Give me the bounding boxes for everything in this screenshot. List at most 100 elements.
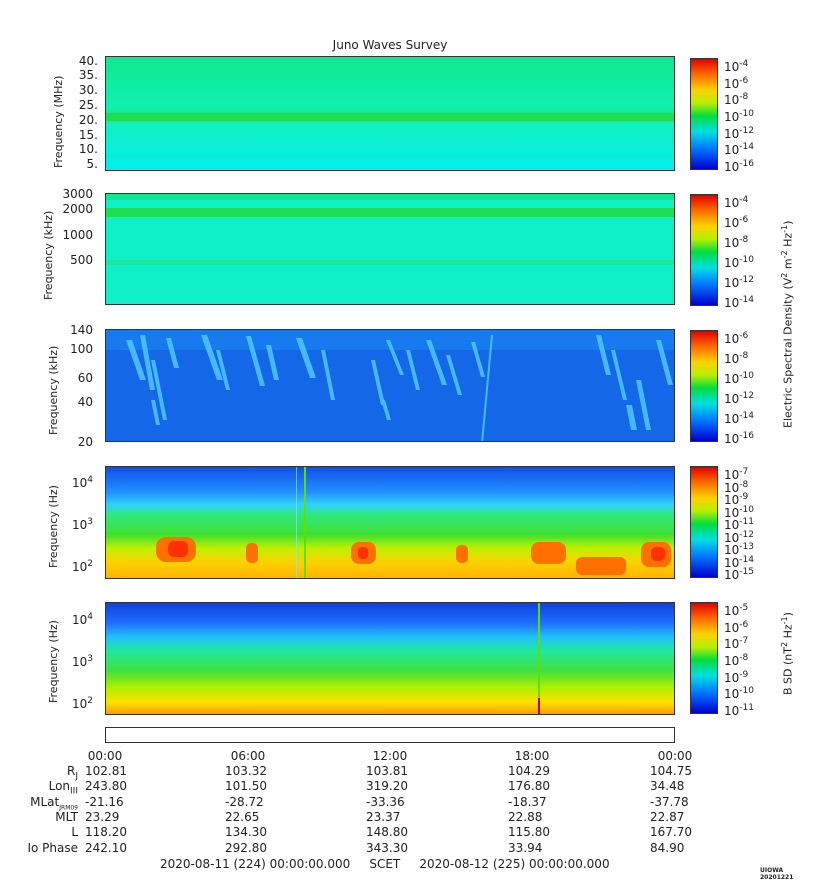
ytick: 40. [78,54,98,68]
ephemeris-value: -18.37 [508,794,547,809]
spectrogram-hz-electric [106,467,674,578]
colorbar-tick: 10-6 [724,75,749,91]
ephemeris-value: 104.75 [650,764,692,778]
version-stamp: UIOWA 20201221 [760,867,794,880]
ephemeris-label: RJ [67,764,78,782]
colorbar-tick: 10-9 [724,492,749,507]
colorbar-tick: 10-14 [724,411,754,426]
colorbar-tick: 10-13 [724,542,754,557]
ytick: 3000 [62,187,93,201]
colorbar-tick: 10-6 [724,215,749,230]
ephemeris-value: 148.80 [366,825,408,840]
colorbar-tick: 10-16 [724,431,754,446]
colorbar-3 [690,330,718,442]
ephemeris-value: 22.88 [508,809,543,824]
ytick: 102 [71,559,93,574]
colorbar-tick: 10-5 [724,603,749,618]
ephemeris-value: 103.81 [366,764,408,778]
colorbar-tick: 10-10 [724,255,754,270]
ephemeris-value: -28.72 [225,794,264,809]
panel-hz-magnetic [105,602,675,715]
ephemeris-value: -21.16 [85,794,124,809]
footer-time-range: 2020-08-11 (224) 00:00:00.000 SCET 2020-… [160,857,610,871]
footer-mid: SCET [369,857,401,871]
ytick: 103 [71,654,93,669]
ytick: 20. [78,113,98,127]
ephemeris-label: MLT [55,809,78,824]
ephemeris-value: 167.70 [650,825,692,840]
spectrogram-khz-low [106,330,674,441]
colorbar-4 [690,466,718,578]
ytick: 104 [71,612,93,627]
time-label: 06:00 [230,749,266,763]
ephemeris-value: 34.48 [650,779,685,794]
colorbar-tick: 10-4 [724,59,749,74]
panel-khz-high [105,193,675,305]
ylabel-khz-low: Frequency (kHz) [47,345,60,435]
ephemeris-value: 115.80 [508,825,550,840]
ephemeris-value: 101.50 [225,779,267,794]
time-label: 12:00 [372,749,408,763]
ytick: 100 [70,342,93,356]
ytick: 60 [77,371,93,385]
ytick: 35. [78,68,98,82]
ephemeris-value: -33.36 [366,794,405,809]
ytick: 25. [78,98,98,112]
colorbar-tick: 10-8 [724,653,749,668]
ephemeris-value: 33.94 [508,840,543,855]
colorbar-tick: 10-14 [724,142,754,158]
time-label: 00:00 [87,749,123,763]
ytick: 10. [78,142,98,156]
ephemeris-value: 292.80 [225,840,267,855]
ephemeris-value: 22.65 [225,809,260,824]
ytick: 40 [77,395,93,409]
colorbar-tick: 10-16 [724,159,754,174]
ephemeris-value: 243.80 [85,779,127,794]
colorbar-5 [690,602,718,714]
colorbar-tick: 10-10 [724,686,754,702]
colorbar-tick: 10-15 [724,567,754,582]
colorbar-label-electric: Electric Spectral Density (V2 m-2 Hz-1) [780,220,795,428]
ephemeris-value: 23.37 [366,809,401,824]
footer-start: 2020-08-11 (224) 00:00:00.000 [160,857,351,871]
colorbar-tick: 10-11 [724,517,754,532]
ytick: 15. [78,128,98,142]
colorbar-tick: 10-10 [724,371,754,386]
colorbar-tick: 10-7 [724,636,749,652]
colorbar-tick: 10-6 [724,331,749,346]
ytick: 1000 [62,228,93,242]
spectrogram-hz-magnetic [106,603,674,714]
chart-title: Juno Waves Survey [332,38,448,52]
ephemeris-value: 103.32 [225,764,267,778]
colorbar-tick: 10-14 [724,554,754,570]
ephemeris-value: 319.20 [366,779,408,794]
ytick: 30. [78,83,98,97]
ytick: 102 [71,696,93,711]
ytick: 140 [70,323,93,337]
colorbar-2 [690,194,718,306]
colorbar-tick: 10-7 [724,467,749,482]
colorbar-tick: 10-10 [724,109,754,124]
ephemeris-value: 102.81 [85,764,127,778]
ephemeris-value: 118.20 [85,825,127,840]
colorbar-tick: 10-6 [724,619,749,635]
time-label: 18:00 [514,749,550,763]
colorbar-label-magnetic: B SD (nT2 Hz-1) [780,612,795,695]
ytick: 500 [70,253,93,267]
ytick: 104 [71,475,93,490]
ephemeris-value: -37.78 [650,794,689,809]
ytick: 5. [86,157,98,171]
colorbar-tick: 10-14 [724,295,754,310]
footer-end: 2020-08-12 (225) 00:00:00.000 [419,857,610,871]
panel-khz-low [105,329,675,442]
colorbar-tick: 10-12 [724,529,754,545]
panel-hz-electric [105,466,675,579]
panel-mhz [105,56,675,171]
time-axis [105,727,675,743]
ephemeris-value: 22.87 [650,809,685,824]
time-label: 00:00 [657,749,693,763]
ytick: 2000 [62,202,93,216]
colorbar-tick: 10-12 [724,275,754,290]
ytick: 103 [71,517,93,532]
